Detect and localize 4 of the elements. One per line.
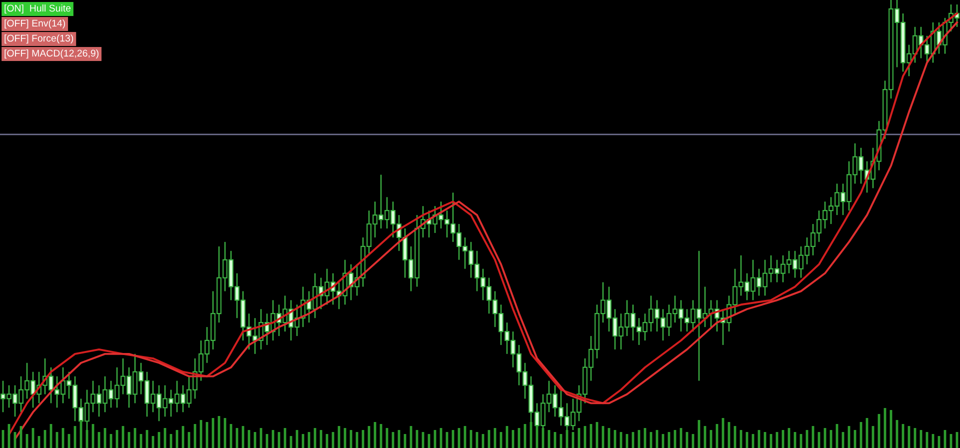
- annotation: [OFF] Env(14): [4, 19, 65, 29]
- annotation: [OFF] MACD(12,26,9): [4, 49, 98, 59]
- annotation: [ON] Hull Suite: [4, 4, 71, 14]
- annotation: [OFF] Force(13): [4, 34, 74, 44]
